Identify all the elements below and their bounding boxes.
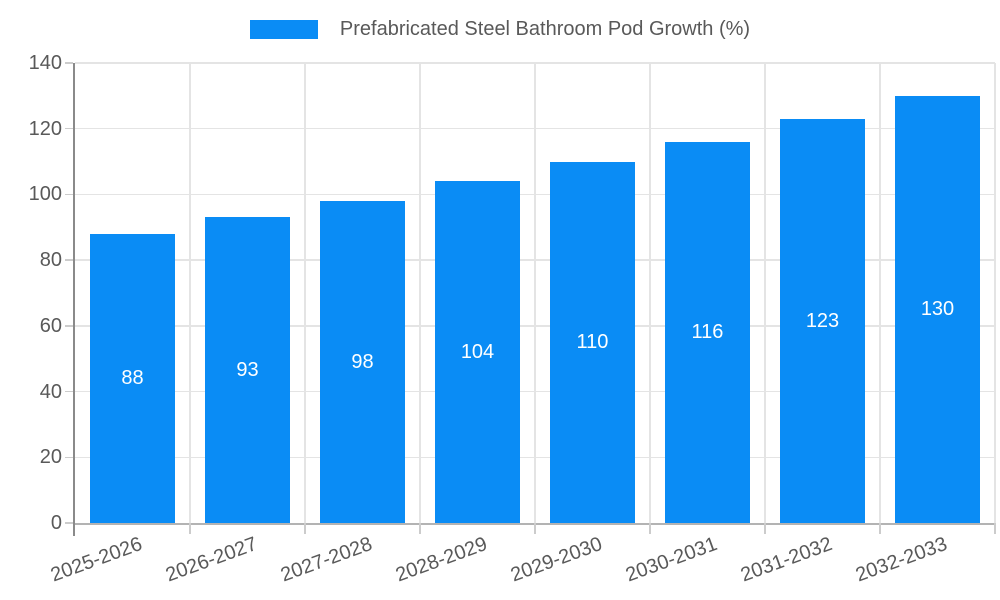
v-gridline: [879, 63, 881, 523]
x-axis-tick: [994, 523, 996, 534]
bar-value-label: 88: [121, 367, 144, 390]
bar: 104: [435, 181, 520, 523]
y-axis-tick: [65, 62, 73, 64]
y-axis-tick: [65, 325, 73, 327]
legend[interactable]: Prefabricated Steel Bathroom Pod Growth …: [0, 18, 1000, 41]
x-axis-tick: [879, 523, 881, 534]
x-axis-tick: [764, 523, 766, 534]
bar: 116: [665, 141, 750, 523]
v-gridline: [649, 63, 651, 523]
v-gridline: [304, 63, 306, 523]
bar-value-label: 130: [920, 298, 955, 321]
x-axis-tick: [419, 523, 421, 534]
v-gridline: [534, 63, 536, 523]
x-axis-tick: [534, 523, 536, 534]
x-tick-label: 2026-2027: [162, 533, 261, 587]
y-axis-tick: [65, 522, 73, 524]
bar-value-label: 98: [351, 351, 374, 373]
y-tick-label: 60: [39, 314, 62, 337]
bar-value-label: 93: [236, 359, 259, 382]
x-tick-label: 2030-2031: [622, 533, 721, 587]
y-axis-tick: [65, 193, 73, 196]
y-axis-line-extension: [73, 523, 75, 536]
v-gridline: [189, 63, 191, 523]
x-tick-label: 2025-2026: [47, 533, 146, 587]
bar: 93: [205, 217, 290, 523]
y-axis-tick: [65, 127, 73, 130]
bar-value-label: 116: [691, 321, 724, 344]
x-tick-label: 2029-2030: [507, 533, 606, 587]
y-tick-label: 140: [28, 52, 62, 74]
y-axis-tick: [65, 456, 73, 459]
y-tick-label: 100: [28, 183, 62, 206]
bar: 110: [550, 161, 635, 523]
x-tick-label: 2031-2032: [737, 533, 836, 587]
x-tick-label: 2032-2033: [852, 533, 951, 587]
y-tick-label: 120: [28, 117, 62, 140]
bar: 88: [90, 233, 175, 523]
x-axis-tick: [304, 523, 306, 534]
x-axis-tick: [649, 523, 651, 534]
bar: 130: [895, 95, 980, 523]
v-gridline: [419, 63, 421, 523]
bar-value-label: 104: [460, 341, 495, 364]
x-tick-label: 2028-2029: [392, 533, 491, 587]
y-axis-tick: [65, 390, 73, 393]
plot-area: 88 93 98 104 110 116 123 130: [65, 62, 996, 536]
bar: 98: [320, 201, 405, 523]
y-tick-label: 0: [50, 512, 62, 534]
bar-value-label: 110: [576, 331, 609, 354]
y-tick-label: 20: [39, 446, 62, 469]
x-tick-label: 2027-2028: [277, 533, 376, 587]
x-axis-tick: [189, 523, 191, 534]
y-tick-label: 40: [39, 380, 62, 403]
bar: 123: [780, 118, 865, 523]
y-tick-label: 80: [39, 249, 62, 272]
bar-value-label: 123: [805, 309, 840, 332]
y-axis-tick: [65, 259, 73, 261]
v-gridline: [764, 63, 766, 523]
legend-swatch: [249, 20, 318, 39]
v-gridline: [994, 63, 996, 523]
legend-label: Prefabricated Steel Bathroom Pod Growth …: [339, 18, 751, 40]
